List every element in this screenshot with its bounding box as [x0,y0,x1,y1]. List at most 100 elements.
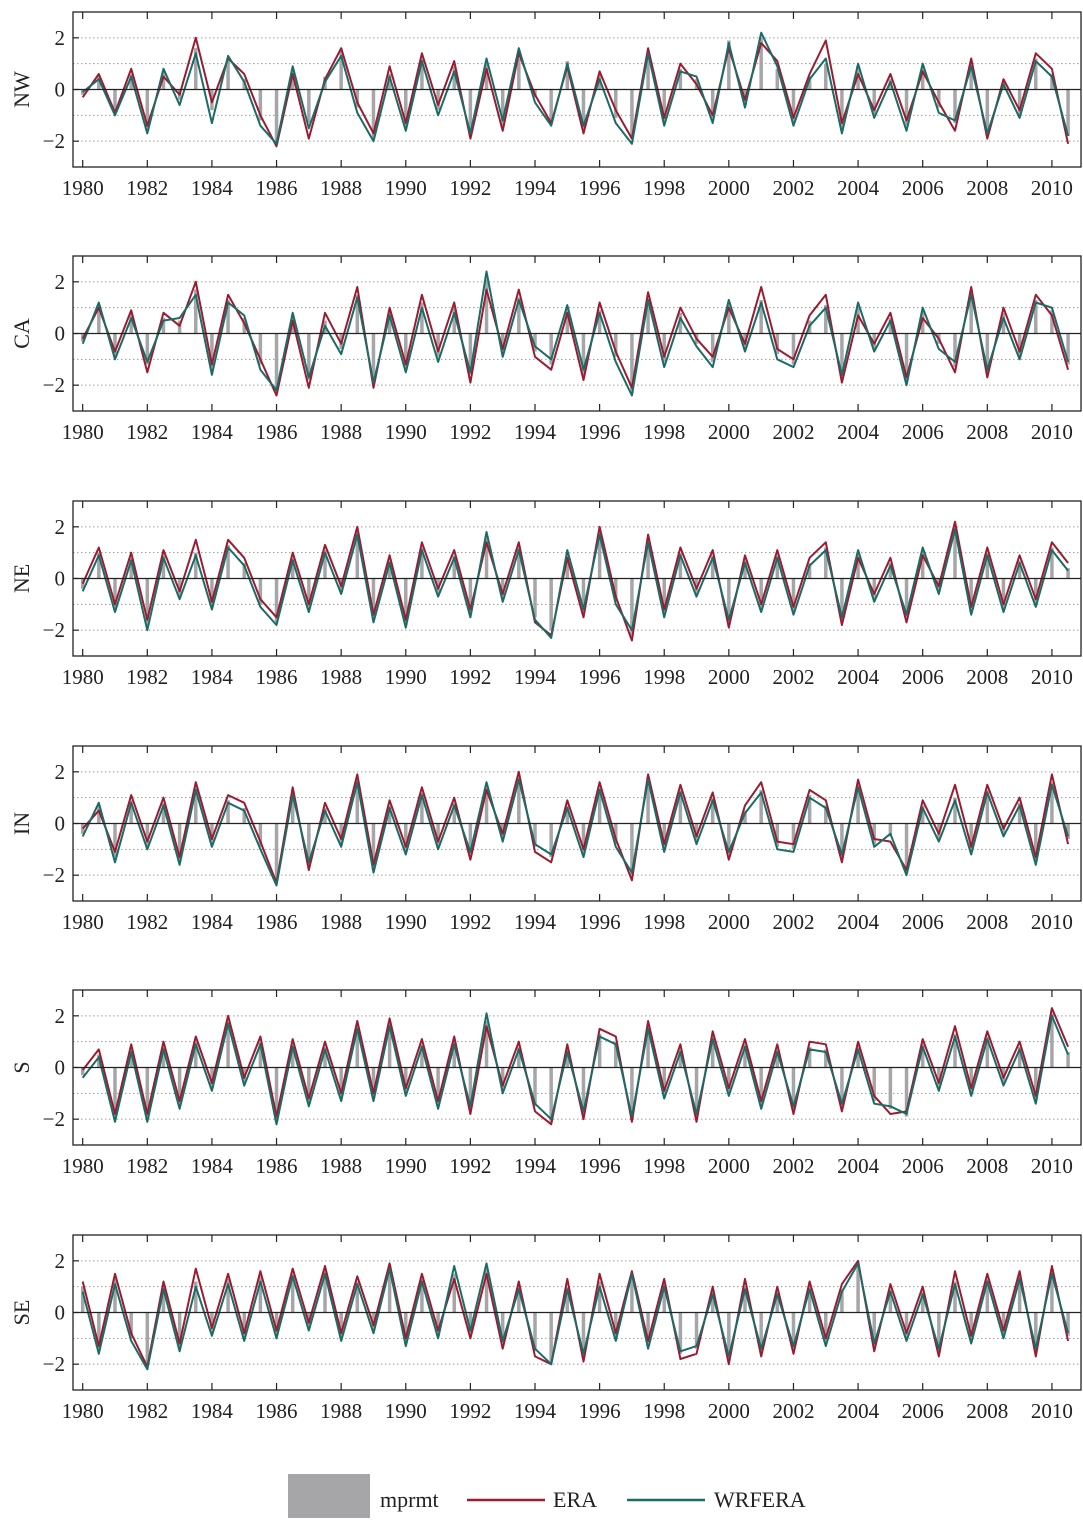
mprmt-bar [161,1286,166,1313]
mprmt-bar [97,805,101,824]
mprmt-bar [339,50,343,90]
mprmt-bar [194,1281,198,1313]
panel-ylabel: IN [9,812,34,835]
mprmt-bar [226,800,230,824]
y-tick-label: 2 [55,270,66,294]
mprmt-bar [888,1067,893,1109]
mprmt-bar [791,89,796,124]
mprmt-bar [145,578,150,625]
mprmt-bar [420,792,424,824]
mprmt-bar [630,1067,634,1120]
x-tick-label: 1988 [320,665,362,689]
x-tick-label: 1984 [191,910,234,934]
y-tick-label: 0 [55,1301,66,1325]
mprmt-bar [468,333,473,375]
mprmt-bar [969,823,973,852]
mprmt-bar [258,333,263,365]
mprmt-bar [1066,89,1070,136]
mprmt-bar [1066,568,1070,579]
mprmt-bar [710,89,715,121]
mprmt-bar [597,1281,602,1313]
mprmt-bar [113,333,117,357]
mprmt-bar [614,578,618,602]
x-tick-label: 2008 [966,176,1008,200]
mprmt-bar [517,1046,521,1068]
mprmt-bar [371,1312,376,1331]
mprmt-bar [468,1067,473,1109]
mprmt-bar [97,1312,101,1352]
mprmt-bar [565,1286,570,1313]
mprmt-bar [274,578,279,623]
mprmt-bar [985,333,990,373]
mprmt-bar [420,302,424,334]
x-tick-label: 2010 [1031,420,1073,444]
mprmt-bar [759,1312,763,1352]
mprmt-bar [678,789,683,824]
x-tick-label: 2006 [902,910,944,934]
mprmt-bar [226,61,230,90]
x-tick-label: 2004 [837,910,880,934]
mprmt-bar [759,789,763,824]
mprmt-bar [694,823,699,842]
mprmt-bar [387,74,392,90]
mprmt-bar [953,1281,957,1313]
x-tick-label: 1990 [385,665,427,689]
mprmt-bar [226,1278,230,1313]
x-tick-label: 1986 [256,910,298,934]
mprmt-bar [646,777,650,824]
mprmt-bar [210,1312,214,1334]
mprmt-bar [1066,333,1070,365]
mprmt-bar [307,333,311,380]
x-tick-label: 2002 [772,1154,814,1178]
mprmt-bar [194,289,198,334]
mprmt-bar [710,555,715,579]
x-tick-label: 1990 [385,910,427,934]
y-tick-label: 2 [55,1249,66,1273]
mprmt-bar [242,318,246,334]
x-tick-label: 1980 [62,665,104,689]
x-tick-label: 2006 [902,665,944,689]
mprmt-bar [177,578,182,597]
mprmt-bar [387,310,392,334]
mprmt-bar [969,1312,973,1341]
mprmt-bar [937,1067,941,1089]
mprmt-bar [549,578,553,631]
mprmt-bar [565,61,570,90]
mprmt-bar [840,89,844,129]
mprmt-bar [662,1067,666,1096]
mprmt-bar [694,1312,699,1349]
mprmt-bar [856,1266,860,1313]
mprmt-bar [1001,578,1006,610]
x-tick-label: 2008 [966,910,1008,934]
era-line [81,770,1070,884]
mprmt-bar [404,333,408,370]
legend-mprmt-swatch [288,1474,370,1518]
x-tick-label: 1998 [643,1154,685,1178]
x-tick-label: 2002 [772,910,814,934]
mprmt-bar [904,1312,909,1339]
era-line [81,520,1069,642]
x-tick-label: 1994 [514,1399,557,1423]
x-tick-label: 1982 [126,1154,168,1178]
mprmt-bar [420,58,424,90]
y-tick-label: 0 [55,567,66,591]
mprmt-bar [323,1268,327,1313]
mprmt-bar [533,578,537,618]
mprmt-bar [565,805,570,824]
mprmt-bar [1001,1312,1006,1336]
x-tick-label: 1990 [385,1399,427,1423]
mprmt-bar [290,68,295,90]
mprmt-bar [937,89,941,108]
mprmt-bar [1034,1067,1038,1102]
x-tick-label: 1992 [449,420,491,444]
x-tick-label: 1980 [62,176,104,200]
x-tick-label: 1986 [256,420,298,444]
mprmt-bar [468,89,473,136]
x-tick-label: 1986 [256,665,298,689]
mprmt-bar [97,305,101,334]
mprmt-bar [517,1286,521,1313]
mprmt-bar [177,1312,182,1349]
x-tick-label: 1998 [643,420,685,444]
x-tick-label: 1984 [191,420,234,444]
mprmt-bar [371,578,376,620]
